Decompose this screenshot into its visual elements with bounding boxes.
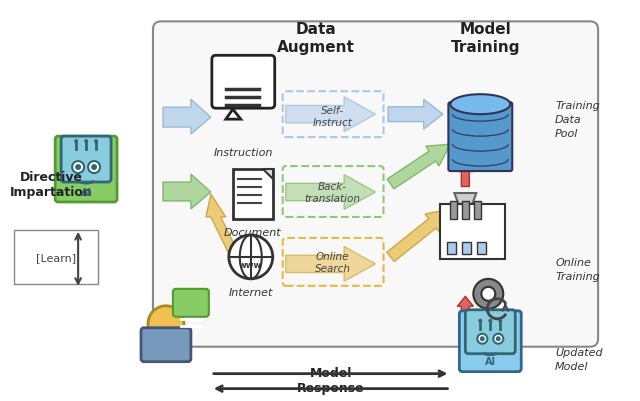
Circle shape: [91, 165, 97, 171]
Circle shape: [477, 334, 487, 344]
Text: Model
Training: Model Training: [451, 22, 520, 55]
FancyBboxPatch shape: [55, 137, 117, 203]
Circle shape: [72, 162, 84, 174]
Text: [Learn]: [Learn]: [36, 252, 76, 262]
Text: Instruction: Instruction: [214, 148, 273, 158]
Text: Online
Search: Online Search: [315, 251, 351, 273]
Text: Document: Document: [224, 227, 282, 237]
FancyBboxPatch shape: [462, 242, 471, 254]
Polygon shape: [163, 100, 211, 135]
Text: Data
Augment: Data Augment: [276, 22, 355, 55]
FancyBboxPatch shape: [462, 201, 469, 219]
FancyBboxPatch shape: [465, 310, 515, 354]
Text: Internet: Internet: [228, 287, 273, 297]
Circle shape: [88, 162, 100, 174]
Circle shape: [75, 165, 81, 171]
Circle shape: [148, 306, 184, 342]
Text: AI: AI: [81, 188, 92, 198]
Circle shape: [488, 319, 492, 323]
Circle shape: [481, 287, 495, 301]
Polygon shape: [226, 110, 241, 120]
Polygon shape: [458, 297, 474, 322]
FancyBboxPatch shape: [477, 242, 486, 254]
Polygon shape: [285, 175, 376, 210]
Circle shape: [478, 319, 483, 323]
Circle shape: [474, 279, 503, 309]
Text: Directive
Impartation: Directive Impartation: [10, 170, 93, 198]
FancyBboxPatch shape: [212, 56, 275, 109]
Polygon shape: [206, 194, 239, 254]
Text: Online
Training: Online Training: [555, 257, 600, 281]
FancyBboxPatch shape: [153, 22, 598, 347]
Polygon shape: [387, 209, 451, 262]
Polygon shape: [263, 170, 273, 180]
FancyBboxPatch shape: [447, 242, 456, 254]
Text: Training
Data
Pool: Training Data Pool: [555, 101, 600, 139]
Circle shape: [74, 140, 78, 144]
Circle shape: [480, 336, 485, 341]
Circle shape: [496, 336, 500, 341]
Circle shape: [84, 140, 88, 144]
Text: Self-
Instruct: Self- Instruct: [313, 106, 353, 128]
Text: Back-
translation: Back- translation: [305, 182, 360, 203]
FancyBboxPatch shape: [449, 103, 512, 172]
Text: Updated
Model: Updated Model: [555, 347, 603, 371]
Polygon shape: [458, 162, 474, 187]
FancyBboxPatch shape: [460, 311, 521, 372]
FancyBboxPatch shape: [173, 289, 209, 317]
FancyBboxPatch shape: [141, 328, 191, 362]
Ellipse shape: [451, 95, 510, 115]
Text: Model
Response: Model Response: [297, 366, 364, 394]
Circle shape: [229, 235, 273, 279]
FancyBboxPatch shape: [451, 201, 458, 219]
FancyBboxPatch shape: [440, 205, 505, 259]
Circle shape: [499, 319, 502, 323]
Circle shape: [493, 334, 503, 344]
FancyBboxPatch shape: [233, 170, 273, 219]
Circle shape: [94, 140, 98, 144]
Polygon shape: [285, 97, 376, 132]
Polygon shape: [388, 100, 443, 130]
Polygon shape: [163, 174, 211, 209]
Polygon shape: [285, 247, 376, 282]
FancyBboxPatch shape: [474, 201, 481, 219]
Text: www: www: [239, 261, 262, 270]
Polygon shape: [387, 145, 451, 190]
Polygon shape: [454, 194, 476, 215]
Text: AI: AI: [484, 356, 496, 366]
FancyBboxPatch shape: [61, 137, 111, 182]
